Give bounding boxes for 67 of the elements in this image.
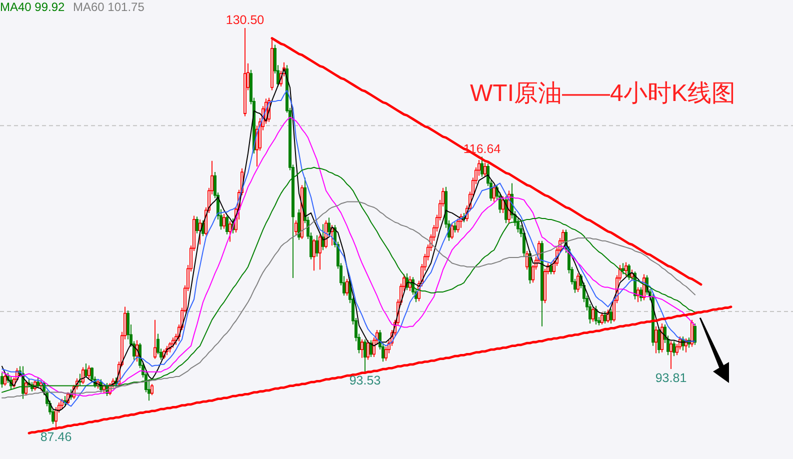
candlestick xyxy=(172,337,174,348)
candlestick xyxy=(228,220,232,242)
candlestick xyxy=(576,272,580,292)
candlestick xyxy=(370,340,372,358)
candlestick xyxy=(540,240,544,327)
candlestick xyxy=(504,196,508,224)
candlestick xyxy=(360,338,364,358)
candlestick xyxy=(450,222,454,240)
candlestick xyxy=(4,374,6,386)
candlestick xyxy=(492,184,496,202)
candlestick xyxy=(628,264,630,280)
candlestick xyxy=(594,305,598,325)
candlestick xyxy=(526,250,528,270)
candlestick xyxy=(484,162,486,178)
annotation: 93.53 xyxy=(349,374,381,388)
text: MA60 101.75 xyxy=(73,0,145,14)
text: WTI原油——4小时K线图 xyxy=(470,80,736,107)
annotation: 93.81 xyxy=(655,370,687,385)
candlestick xyxy=(36,376,40,388)
text: MA40 99.92 xyxy=(0,0,66,14)
candlestick xyxy=(316,234,318,258)
candlestick xyxy=(528,250,532,284)
candlestick xyxy=(694,323,696,346)
candlestick xyxy=(600,312,604,325)
candlestick xyxy=(592,306,594,322)
candlestick xyxy=(502,196,504,214)
candlestick xyxy=(480,156,484,178)
candlestick xyxy=(24,380,28,396)
candlestick xyxy=(64,396,66,406)
candlestick xyxy=(366,340,370,360)
candlestick xyxy=(54,406,58,428)
candlestick xyxy=(454,222,456,233)
candlestick xyxy=(294,220,298,236)
candlestick xyxy=(196,216,198,234)
annotation: 116.64 xyxy=(463,142,501,156)
candlestick xyxy=(364,338,366,372)
candlestick xyxy=(88,364,90,379)
candlestick xyxy=(658,326,660,354)
candlestick xyxy=(312,238,316,272)
candlestick xyxy=(672,340,676,357)
candlestick xyxy=(318,234,322,270)
candlestick xyxy=(654,326,658,354)
candlestick xyxy=(624,262,628,277)
candlestick xyxy=(622,262,624,275)
candlestick xyxy=(244,28,246,117)
candlestick xyxy=(610,308,612,324)
annotation: 130.50 xyxy=(226,13,264,27)
candlestick xyxy=(328,217,330,236)
candlestick xyxy=(456,218,460,233)
candlestick xyxy=(324,220,328,249)
candlestick xyxy=(198,219,202,245)
candlestick xyxy=(690,319,694,348)
annotation: 87.46 xyxy=(40,430,72,444)
candlestick xyxy=(84,363,88,378)
candlestick xyxy=(226,215,228,235)
candlestick xyxy=(150,384,154,396)
candlestick xyxy=(604,311,606,324)
candlestick xyxy=(346,278,348,296)
candlestick xyxy=(670,340,672,370)
candlestick xyxy=(550,262,552,275)
candlestick xyxy=(154,319,156,360)
candlestick xyxy=(660,323,664,353)
candlestick xyxy=(78,373,82,386)
candlestick xyxy=(82,366,84,384)
candlestick xyxy=(298,208,300,240)
candlestick xyxy=(0,372,4,388)
candlestick xyxy=(222,213,226,230)
